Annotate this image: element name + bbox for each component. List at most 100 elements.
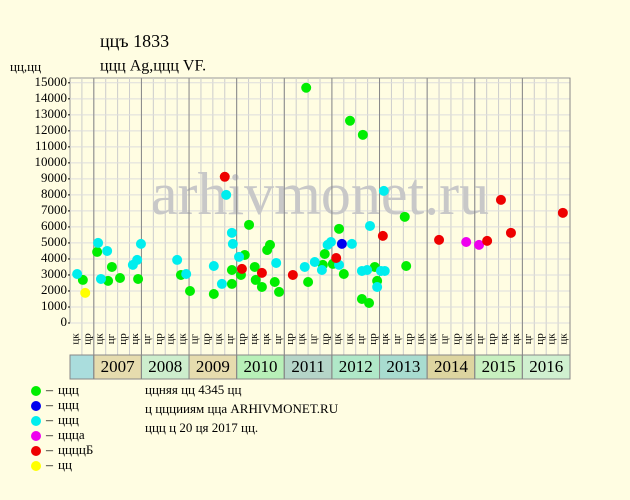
year-cell [93,354,142,380]
point [345,115,355,126]
x-category-label: цр [367,333,379,345]
point [236,263,247,274]
y-tick-label: 6000 [41,218,67,233]
point [377,230,388,241]
point [303,277,314,288]
point [226,278,237,289]
x-category-label: цк [510,333,522,345]
legend-dash: – [45,413,54,428]
point [269,277,280,288]
x-category-label: цр [319,333,331,345]
point [399,211,410,222]
point [132,254,143,265]
point [301,82,312,93]
x-category-label: цр [117,333,129,345]
point [256,267,267,278]
point [372,281,383,292]
x-category-label: цк [212,333,224,345]
point [208,289,219,300]
point [95,273,106,284]
x-category-label: цр [450,333,462,345]
x-category-label: цг [355,333,367,344]
point [72,269,83,279]
legend-swatch [31,401,41,411]
point [274,286,285,297]
year-cell [188,354,238,380]
year-label: 2013 [386,357,420,376]
y-tick-label: 12000 [35,122,68,137]
x-category-label: цг [141,333,153,344]
year-label: 2012 [339,357,373,376]
year-cell [474,354,523,380]
year-label: 2007 [101,357,136,376]
point [331,252,342,263]
year-cell [379,354,428,380]
year-label: 2015 [482,357,516,376]
y-tick-label: 13000 [35,106,68,121]
point [316,264,327,275]
legend-dash: – [45,428,54,443]
point [102,245,113,256]
x-category-label: цр [534,333,546,345]
point [325,236,336,247]
point [115,273,125,284]
x-category-label: цр [403,333,415,345]
legend-swatch [31,416,41,426]
x-category-label: цг [189,333,201,344]
legend-dash: – [45,398,54,413]
point [362,264,373,275]
point [557,207,568,218]
legend-dash: – [45,443,54,458]
x-category-label: цр [81,333,93,345]
y-tick-label: 4000 [41,250,67,265]
y-tick-label: 0 [61,314,68,329]
x-category-label: цг [105,333,117,344]
x-category-label: цр [486,333,498,345]
x-category-label: цк [296,333,308,345]
legend-label: ццц [58,397,79,412]
year-cell [140,354,190,380]
x-category-label: цг [474,333,486,344]
point [250,274,261,285]
y-tick-label: 5000 [41,234,67,249]
y-tick-label: 10000 [35,154,68,169]
note: ццц ц 20 ця 2017 цц. [145,420,258,435]
legend-label: цццa [58,427,85,442]
point [226,264,237,275]
x-category-label: цр [284,333,296,345]
x-category-label: цк [558,333,570,345]
point [364,297,375,308]
x-category-label: цр [153,333,165,345]
x-category-label: цр [200,333,212,345]
legend-dash: – [45,383,54,398]
x-category-label: цг [391,333,403,344]
point [221,189,232,200]
point [379,265,390,276]
year-label: 2016 [529,357,563,376]
y-tick-label: 1000 [41,298,67,313]
y-tick-label: 8000 [41,186,67,201]
x-category-label: цк [498,333,510,345]
y-tick-label: 7000 [41,202,67,217]
point [309,256,320,267]
year-label: 2009 [196,357,230,376]
point [92,246,103,257]
year-cell [69,354,95,380]
point [495,194,506,205]
legend-label: ццццБ [58,442,93,457]
legend-swatch [31,446,41,456]
legend-label: ццц [58,412,79,427]
point [185,285,195,296]
y-tick-label: 14000 [35,90,68,105]
point [482,235,493,246]
legend-label: цц [58,457,72,472]
point [299,261,310,272]
x-category-label: цк [129,333,141,345]
x-category-label: цк [343,333,355,345]
y-tick-label: 9000 [41,170,67,185]
point [216,278,227,289]
x-category-label: цг [272,333,284,344]
watermark: arhivmonet.ru [151,161,489,227]
x-category-label: цк [462,333,474,345]
